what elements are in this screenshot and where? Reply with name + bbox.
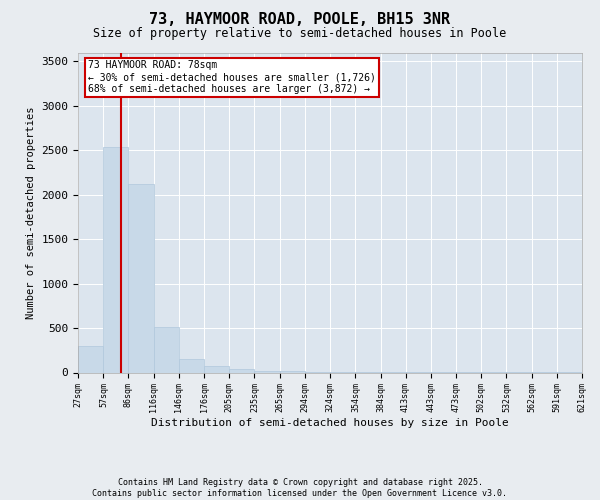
Bar: [78, 346, 103, 372]
X-axis label: Distribution of semi-detached houses by size in Poole: Distribution of semi-detached houses by …: [151, 418, 509, 428]
Bar: [179, 358, 205, 372]
Bar: [205, 366, 229, 372]
Text: Size of property relative to semi-detached houses in Poole: Size of property relative to semi-detach…: [94, 28, 506, 40]
Bar: [103, 146, 128, 372]
Bar: [254, 370, 280, 372]
Text: 73, HAYMOOR ROAD, POOLE, BH15 3NR: 73, HAYMOOR ROAD, POOLE, BH15 3NR: [149, 12, 451, 28]
Bar: [229, 370, 254, 372]
Text: Contains HM Land Registry data © Crown copyright and database right 2025.
Contai: Contains HM Land Registry data © Crown c…: [92, 478, 508, 498]
Bar: [154, 327, 179, 372]
Y-axis label: Number of semi-detached properties: Number of semi-detached properties: [26, 106, 36, 319]
Bar: [128, 184, 154, 372]
Text: 73 HAYMOOR ROAD: 78sqm
← 30% of semi-detached houses are smaller (1,726)
68% of : 73 HAYMOOR ROAD: 78sqm ← 30% of semi-det…: [88, 60, 376, 94]
